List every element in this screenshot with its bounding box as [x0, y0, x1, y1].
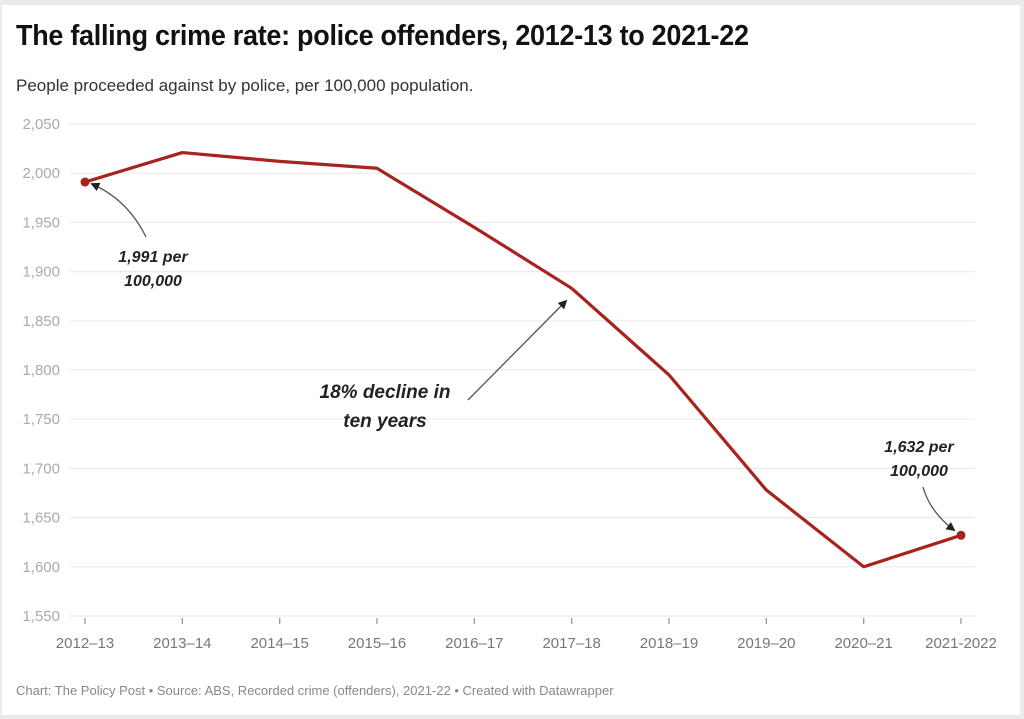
series	[80, 150, 966, 569]
x-tick-label: 2016–17	[445, 635, 503, 652]
annotation-start-line2: 100,000	[124, 273, 182, 290]
x-tick-label: 2020–21	[834, 635, 892, 652]
x-tick-label: 2012–13	[56, 635, 114, 652]
y-tick-label: 1,850	[22, 313, 60, 330]
annotation-end-line2: 100,000	[890, 463, 948, 480]
x-tick-label: 2015–16	[348, 635, 406, 652]
chart-card	[2, 5, 1020, 715]
annotation-start-line1: 1,991 per	[118, 249, 188, 266]
gridlines	[70, 123, 975, 617]
annotation-end-line1: 1,632 per	[884, 439, 954, 456]
y-tick-label: 1,700	[22, 460, 60, 477]
annotation-decline-line2: ten years	[343, 411, 426, 432]
y-tick-label: 1,750	[22, 411, 60, 428]
chart-title: The falling crime rate: police offenders…	[16, 20, 749, 52]
x-tick-label: 2018–19	[640, 635, 698, 652]
y-tick-label: 1,550	[22, 608, 60, 625]
x-tick-label: 2021-2022	[925, 635, 997, 652]
data-point	[956, 530, 966, 540]
chart-subtitle: People proceeded against by police, per …	[16, 76, 474, 95]
annotation-arrow-end	[922, 486, 956, 532]
annotation-arrow-start	[90, 182, 147, 238]
annotation-arrow-decline	[467, 299, 568, 401]
annotation-decline-line1: 18% decline in	[320, 382, 451, 403]
series-line	[83, 150, 963, 569]
y-tick-label: 1,950	[22, 214, 60, 231]
x-tick-label: 2017–18	[542, 635, 600, 652]
y-tick-label: 1,900	[22, 264, 60, 281]
x-tick-label: 2014–15	[250, 635, 308, 652]
y-tick-label: 2,050	[22, 116, 60, 133]
y-tick-label: 1,650	[22, 510, 60, 527]
y-tick-label: 2,000	[22, 165, 60, 182]
x-tick-label: 2019–20	[737, 635, 795, 652]
data-point	[80, 177, 90, 187]
y-axis: 1,550 1,600 1,650 1,700 1,750 1,800 1,850 1,900…	[22, 116, 60, 625]
chart-footer: Chart: The Policy Post • Source: ABS, Re…	[16, 683, 614, 698]
x-tick-label: 2013–14	[153, 635, 211, 652]
y-tick-label: 1,800	[22, 362, 60, 379]
x-axis: 2012–13 2013–14 2014–15 2015–16 2016–17 2017–…	[56, 618, 997, 652]
annotations: 1,991 per 100,000 18% decline in ten yea…	[90, 182, 956, 532]
y-tick-label: 1,600	[22, 559, 60, 576]
